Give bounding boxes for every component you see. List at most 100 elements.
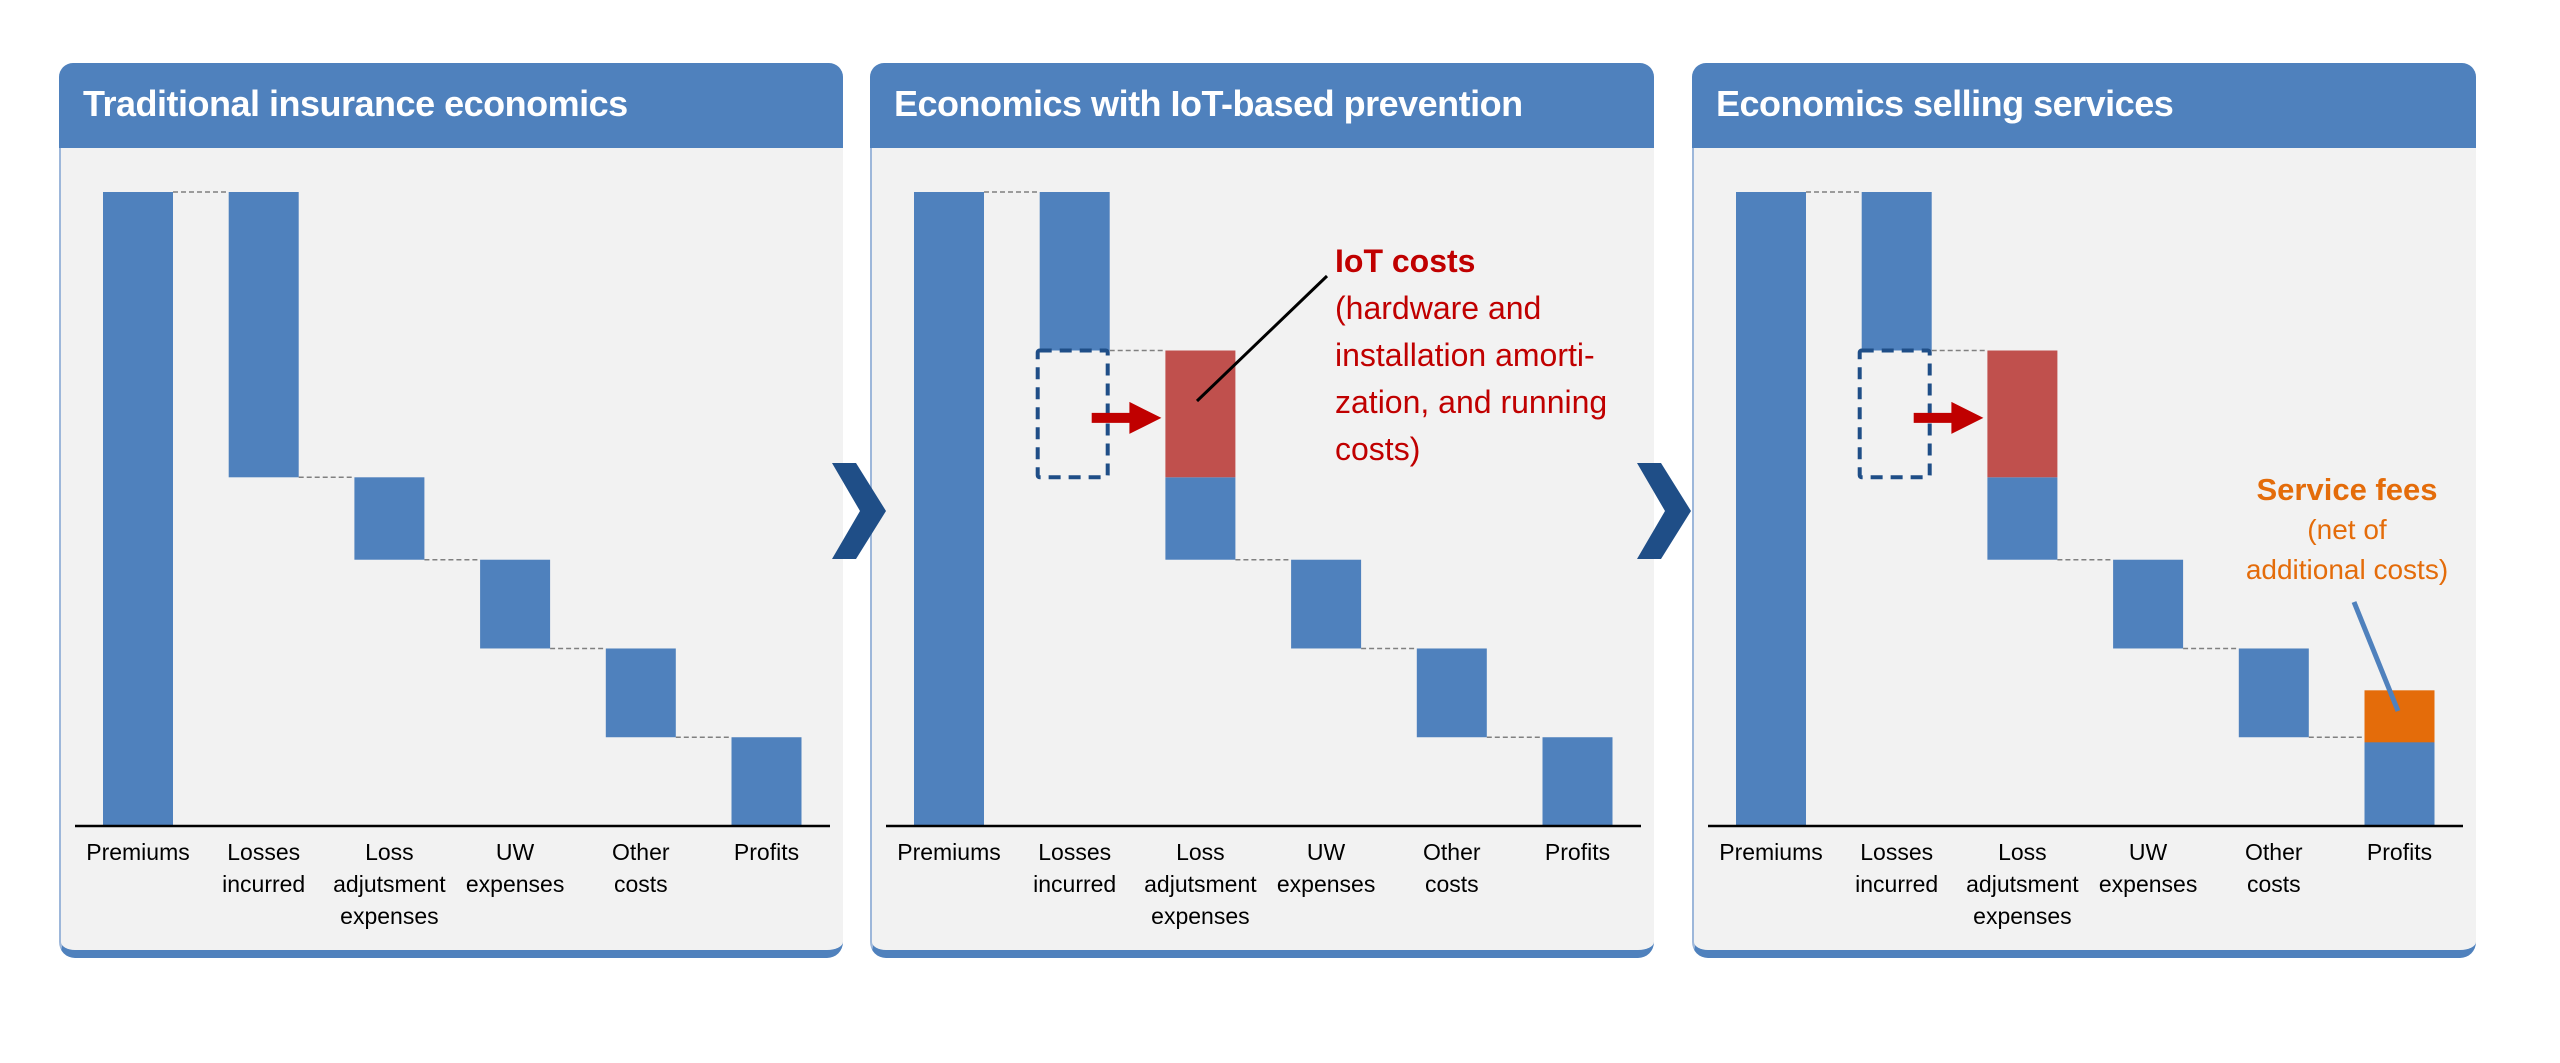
bar-iot-costs [1165, 350, 1236, 478]
bar-loss-adjutsment-expenses [354, 477, 425, 560]
x-tick-label-line: UW [1306, 839, 1346, 865]
x-tick-label-line: Loss [365, 839, 414, 865]
x-tick-label-line: Loss [1176, 839, 1225, 865]
x-tick-label-line: UW [2128, 839, 2168, 865]
x-tick-label-line: adjutsment [1966, 871, 2079, 897]
service-fees-title: Service fees [2256, 472, 2438, 507]
x-tick-label-line: expenses [1151, 903, 1250, 929]
bar-iot-costs [1987, 350, 2058, 478]
bar-profits [1542, 737, 1613, 826]
x-tick-label: Premiums [1701, 836, 1841, 868]
bar-premiums [103, 192, 173, 826]
x-tick-label: Premiums [68, 836, 208, 868]
x-tick-label-line: expenses [2098, 871, 2198, 897]
x-tick-label-line: Premiums [897, 839, 1001, 865]
iot-costs-line: installation amorti- [1335, 337, 1595, 373]
x-tick-label: UW expenses [2078, 836, 2218, 900]
x-tick-label-line: Premiums [1719, 839, 1823, 865]
x-tick-label: Losses incurred [194, 836, 334, 900]
bar-profits [2364, 737, 2435, 826]
service-fees-line: (net of [2307, 514, 2387, 545]
panel-header: Economics selling services [1692, 63, 2476, 148]
x-tick-label: Losses incurred [1827, 836, 1967, 900]
x-tick-label: Profits [2330, 836, 2470, 868]
waterfall-chart [75, 191, 830, 828]
bar-uw-expenses [480, 559, 551, 649]
iot-costs-annotation: IoT costs (hardware and installation amo… [1335, 238, 1607, 473]
waterfall-chart [1708, 191, 2463, 828]
x-tick-label: Loss adjutsment expenses [319, 836, 459, 932]
panel-title: Economics selling services [1716, 83, 2174, 124]
x-tick-label-line: expenses [1973, 903, 2072, 929]
x-tick-label: Loss adjutsment expenses [1952, 836, 2092, 932]
bar-profits [731, 737, 802, 826]
bar-losses-incurred [228, 192, 299, 478]
panel-selling-services: Economics selling services Premiums Losse… [1692, 63, 2476, 958]
x-tick-label-line: Premiums [86, 839, 190, 865]
panel-traditional-economics: Traditional insurance economics Premiums… [59, 63, 843, 958]
panel-title: Traditional insurance economics [83, 83, 628, 124]
x-tick-label-line: incurred [1033, 871, 1117, 897]
x-tick-label-line: Losses [1038, 839, 1112, 865]
x-tick-label-line: adjutsment [333, 871, 446, 897]
bar-loss-adjutsment-expenses [1987, 477, 2058, 560]
bar-other-costs [605, 648, 676, 738]
bar-loss-adjutsment-expenses [1165, 477, 1236, 560]
waterfall-chart [886, 191, 1641, 828]
iot-costs-line: (hardware and [1335, 290, 1542, 326]
x-tick-label: Other costs [1382, 836, 1522, 900]
x-tick-label-line: Profits [1544, 839, 1611, 865]
bar-uw-expenses [2113, 559, 2184, 649]
x-tick-label: Loss adjutsment expenses [1130, 836, 1270, 932]
bar-losses-incurred [1861, 192, 1932, 351]
bar-losses-incurred [1039, 192, 1110, 351]
panel-title: Economics with IoT-based prevention [894, 83, 1523, 124]
bar-other-costs [1416, 648, 1487, 738]
x-tick-label: Other costs [2204, 836, 2344, 900]
panel-body [59, 148, 843, 958]
iot-costs-line: zation, and running [1335, 384, 1608, 420]
x-tick-label-line: costs [613, 871, 668, 897]
x-tick-label-line: Profits [733, 839, 800, 865]
x-tick-label: Losses incurred [1005, 836, 1145, 900]
x-tick-label-line: Loss [1998, 839, 2047, 865]
iot-costs-line: costs) [1335, 431, 1421, 467]
panel-iot-prevention: Economics with IoT-based prevention Prem… [870, 63, 1654, 958]
arrow-right-icon [1091, 401, 1162, 434]
panel-header: Economics with IoT-based prevention [870, 63, 1654, 148]
x-tick-label-line: Other [612, 839, 670, 865]
service-fees-line: additional costs) [2245, 554, 2449, 585]
bar-premiums [1736, 192, 1806, 826]
bar-service-fees [2364, 690, 2435, 743]
service-fees-annotation: Service fees (net of additional costs) [2232, 470, 2462, 590]
x-tick-label: Profits [1508, 836, 1648, 868]
x-tick-label-line: adjutsment [1144, 871, 1257, 897]
x-tick-label-line: incurred [222, 871, 306, 897]
panel-header: Traditional insurance economics [59, 63, 843, 148]
x-tick-label-line: Other [1423, 839, 1481, 865]
x-tick-label: UW expenses [445, 836, 585, 900]
arrow-right-icon [1913, 401, 1984, 434]
panel-body [1692, 148, 2476, 958]
x-tick-label-line: Losses [1860, 839, 1934, 865]
x-tick-label-line: expenses [1276, 871, 1376, 897]
x-tick-label: Other costs [571, 836, 711, 900]
x-tick-label-line: costs [2246, 871, 2301, 897]
x-tick-label-line: expenses [340, 903, 439, 929]
iot-costs-title: IoT costs [1335, 243, 1476, 279]
bar-other-costs [2238, 648, 2309, 738]
x-tick-label-line: incurred [1855, 871, 1939, 897]
x-tick-label-line: expenses [465, 871, 565, 897]
x-tick-label: Premiums [879, 836, 1019, 868]
x-tick-label-line: Profits [2366, 839, 2433, 865]
chevron-right-icon [1637, 463, 1691, 559]
x-tick-label-line: costs [1424, 871, 1479, 897]
chevron-right-icon [832, 463, 886, 559]
bar-premiums [914, 192, 984, 826]
x-tick-label: UW expenses [1256, 836, 1396, 900]
bar-uw-expenses [1291, 559, 1362, 649]
x-tick-label-line: Other [2245, 839, 2303, 865]
x-tick-label: Profits [697, 836, 837, 868]
x-tick-label-line: Losses [227, 839, 301, 865]
x-tick-label-line: UW [495, 839, 535, 865]
